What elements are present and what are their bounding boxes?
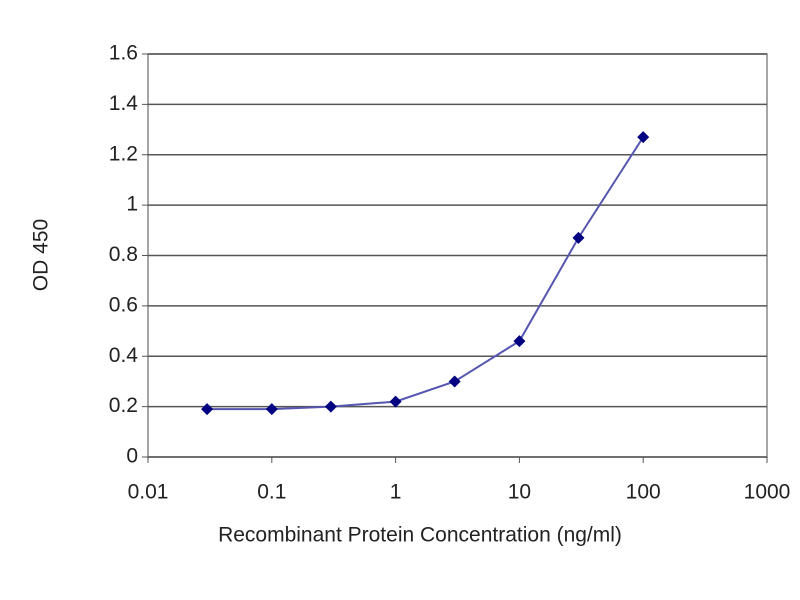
y-tick-label: 1.6 [109, 42, 138, 65]
y-tick-label: 1 [126, 193, 138, 216]
x-tick-label: 10 [508, 481, 531, 504]
y-tick-label: 1.2 [109, 142, 138, 165]
data-point [265, 403, 278, 416]
series-line [207, 136, 645, 411]
x-tick-label: 0.01 [128, 481, 169, 504]
y-tick-label: 0.6 [109, 293, 138, 316]
y-tick-label: 1.4 [109, 92, 139, 115]
y-tick-label: 0.8 [109, 243, 138, 266]
data-point [448, 375, 461, 388]
data-point [513, 335, 526, 348]
x-tick-label: 1000 [744, 481, 791, 504]
y-tick-label: 0 [126, 445, 138, 468]
data-point [572, 231, 585, 244]
x-axis-label: Recombinant Protein Concentration (ng/ml… [218, 524, 622, 547]
y-tick-label: 0.4 [109, 344, 139, 367]
y-axis-label: OD 450 [30, 219, 53, 291]
y-tick-label: 0.2 [109, 394, 138, 417]
data-point [389, 395, 402, 408]
x-tick-label: 100 [626, 481, 661, 504]
x-tick-label: 1 [390, 481, 402, 504]
data-point [324, 400, 337, 413]
data-point [637, 131, 650, 144]
data-point [201, 403, 214, 416]
x-tick-label: 0.1 [257, 481, 286, 504]
